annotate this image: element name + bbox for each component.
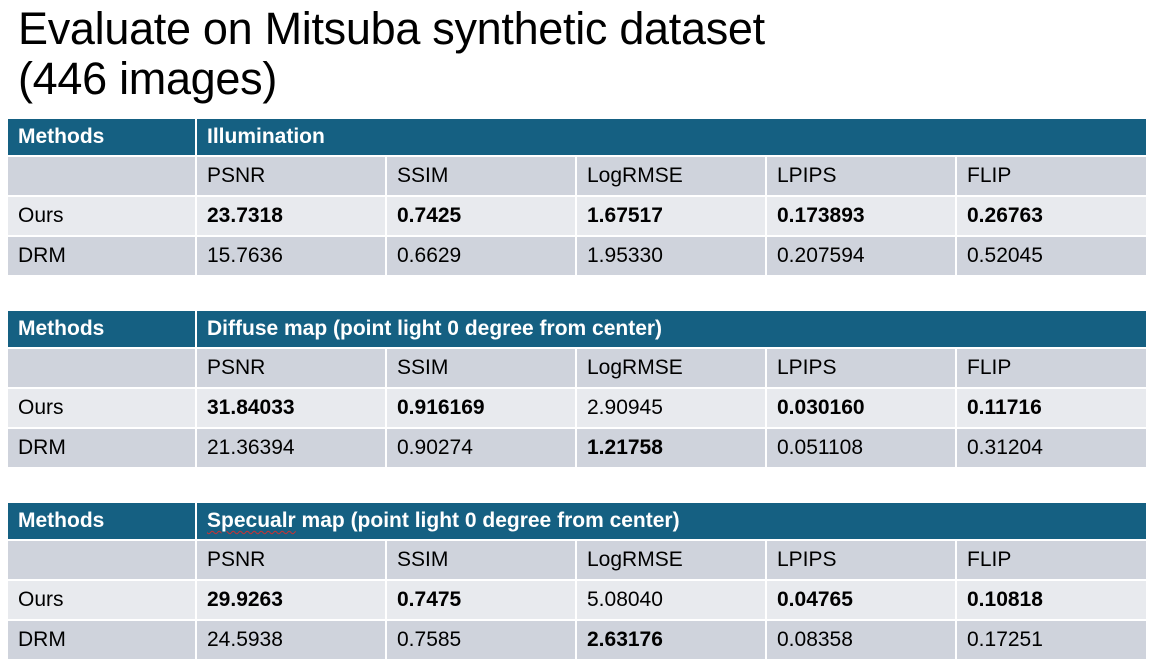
value-cell: 0.173893 [767,197,957,237]
value-cell: 21.36394 [197,429,387,469]
value-cell: 0.7475 [387,581,577,621]
method-cell: DRM [8,621,197,661]
table-row-ours: Ours 23.7318 0.7425 1.67517 0.173893 0.2… [8,197,1147,237]
table-header-row: Methods Illumination [8,119,1147,157]
table-row-drm: DRM 24.5938 0.7585 2.63176 0.08358 0.172… [8,621,1147,661]
value-cell: 1.67517 [577,197,767,237]
value-cell: 0.6629 [387,237,577,277]
method-cell: DRM [8,237,197,277]
specular-map-table: Methods Specualr map (point light 0 degr… [8,503,1147,661]
value-cell: 0.04765 [767,581,957,621]
slide-title-line-1: Evaluate on Mitsuba synthetic dataset [18,3,765,54]
value-cell: 0.17251 [957,621,1147,661]
value-cell: 0.11716 [957,389,1147,429]
value-cell: 0.31204 [957,429,1147,469]
value-cell: 0.030160 [767,389,957,429]
metric-flip: FLIP [957,349,1147,389]
misspelled-word: Specualr [207,509,296,532]
value-cell: 23.7318 [197,197,387,237]
value-cell: 29.9263 [197,581,387,621]
metric-header-row: PSNR SSIM LogRMSE LPIPS FLIP [8,157,1147,197]
value-cell: 1.95330 [577,237,767,277]
diffuse-map-table: Methods Diffuse map (point light 0 degre… [8,311,1147,469]
value-cell: 31.84033 [197,389,387,429]
metric-lpips: LPIPS [767,349,957,389]
value-cell: 15.7636 [197,237,387,277]
value-cell: 0.207594 [767,237,957,277]
slide-title-line-2: (446 images) [18,53,278,104]
value-cell: 0.051108 [767,429,957,469]
value-cell: 0.90274 [387,429,577,469]
section-header: Diffuse map (point light 0 degree from c… [197,311,1147,349]
metric-ssim: SSIM [387,157,577,197]
metric-header-row: PSNR SSIM LogRMSE LPIPS FLIP [8,349,1147,389]
slide-title: Evaluate on Mitsuba synthetic dataset (4… [18,4,765,104]
metric-lpips: LPIPS [767,541,957,581]
value-cell: 0.26763 [957,197,1147,237]
section-header-rest: map (point light 0 degree from center) [295,509,680,532]
value-cell: 24.5938 [197,621,387,661]
section-header: Illumination [197,119,1147,157]
metric-flip: FLIP [957,541,1147,581]
empty-cell [8,349,197,389]
table-row-ours: Ours 31.84033 0.916169 2.90945 0.030160 … [8,389,1147,429]
metric-ssim: SSIM [387,349,577,389]
empty-cell [8,157,197,197]
metric-psnr: PSNR [197,157,387,197]
empty-cell [8,541,197,581]
metric-lpips: LPIPS [767,157,957,197]
metric-flip: FLIP [957,157,1147,197]
methods-header: Methods [8,311,197,349]
value-cell: 0.08358 [767,621,957,661]
value-cell: 0.10818 [957,581,1147,621]
value-cell: 0.7425 [387,197,577,237]
value-cell: 0.7585 [387,621,577,661]
table-row-drm: DRM 15.7636 0.6629 1.95330 0.207594 0.52… [8,237,1147,277]
methods-header: Methods [8,119,197,157]
method-cell: Ours [8,389,197,429]
metric-logrmse: LogRMSE [577,349,767,389]
metric-header-row: PSNR SSIM LogRMSE LPIPS FLIP [8,541,1147,581]
value-cell: 2.90945 [577,389,767,429]
value-cell: 1.21758 [577,429,767,469]
metric-logrmse: LogRMSE [577,541,767,581]
table-row-drm: DRM 21.36394 0.90274 1.21758 0.051108 0.… [8,429,1147,469]
method-cell: DRM [8,429,197,469]
method-cell: Ours [8,197,197,237]
value-cell: 2.63176 [577,621,767,661]
metric-psnr: PSNR [197,541,387,581]
metric-ssim: SSIM [387,541,577,581]
value-cell: 0.916169 [387,389,577,429]
method-cell: Ours [8,581,197,621]
table-header-row: Methods Specualr map (point light 0 degr… [8,503,1147,541]
table-row-ours: Ours 29.9263 0.7475 5.08040 0.04765 0.10… [8,581,1147,621]
table-header-row: Methods Diffuse map (point light 0 degre… [8,311,1147,349]
methods-header: Methods [8,503,197,541]
section-header: Specualr map (point light 0 degree from … [197,503,1147,541]
metric-logrmse: LogRMSE [577,157,767,197]
value-cell: 0.52045 [957,237,1147,277]
value-cell: 5.08040 [577,581,767,621]
metric-psnr: PSNR [197,349,387,389]
illumination-table: Methods Illumination PSNR SSIM LogRMSE L… [8,119,1147,277]
